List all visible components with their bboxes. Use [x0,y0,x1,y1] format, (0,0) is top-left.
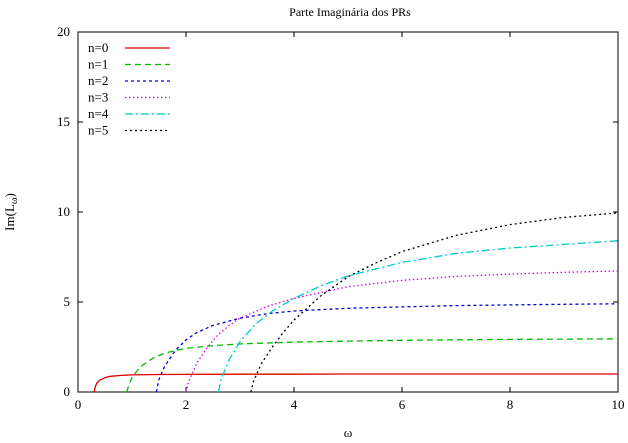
y-tick-label: 0 [64,384,71,399]
x-tick-label: 10 [612,397,625,412]
x-tick-label: 4 [291,397,298,412]
series-line-n=5 [250,212,619,393]
axis-ticks: 0 2 4 6 8 10 0 5 10 15 20 [57,24,625,412]
series-line-n=3 [185,270,619,393]
series-group [93,212,619,393]
y-axis-label-close: ) [2,193,17,197]
y-tick-label: 20 [57,24,70,39]
x-tick-label: 6 [399,397,406,412]
x-axis-label: ω [344,425,353,440]
plot-frame [77,31,619,393]
x-tick-label: 2 [183,397,190,412]
y-tick-label: 5 [64,294,71,309]
legend: n=0 n=1n=2 n=3n=4 n=5 [88,40,170,138]
chart-title: Parte Imaginária dos PRs [289,5,411,19]
series-line-n=0 [93,373,618,393]
series-line-n=1 [125,338,619,393]
legend-label: n=0 [88,40,108,55]
y-tick-label: 10 [57,204,70,219]
y-axis-label-main: Im(L [2,204,17,231]
legend-label: n=1 [88,57,108,72]
legend-label: n=3 [88,90,108,105]
x-tick-label: 8 [507,397,514,412]
series-line-n=4 [217,240,619,393]
legend-label: n=4 [88,106,109,121]
y-axis-label-subscript: ω [9,197,20,204]
y-tick-label: 15 [57,114,70,129]
x-tick-label: 0 [75,397,82,412]
legend-label: n=2 [88,73,108,88]
series-line-n=2 [155,303,619,393]
legend-label: n=5 [88,123,108,138]
y-axis-label: Im(Lω) [2,193,20,231]
